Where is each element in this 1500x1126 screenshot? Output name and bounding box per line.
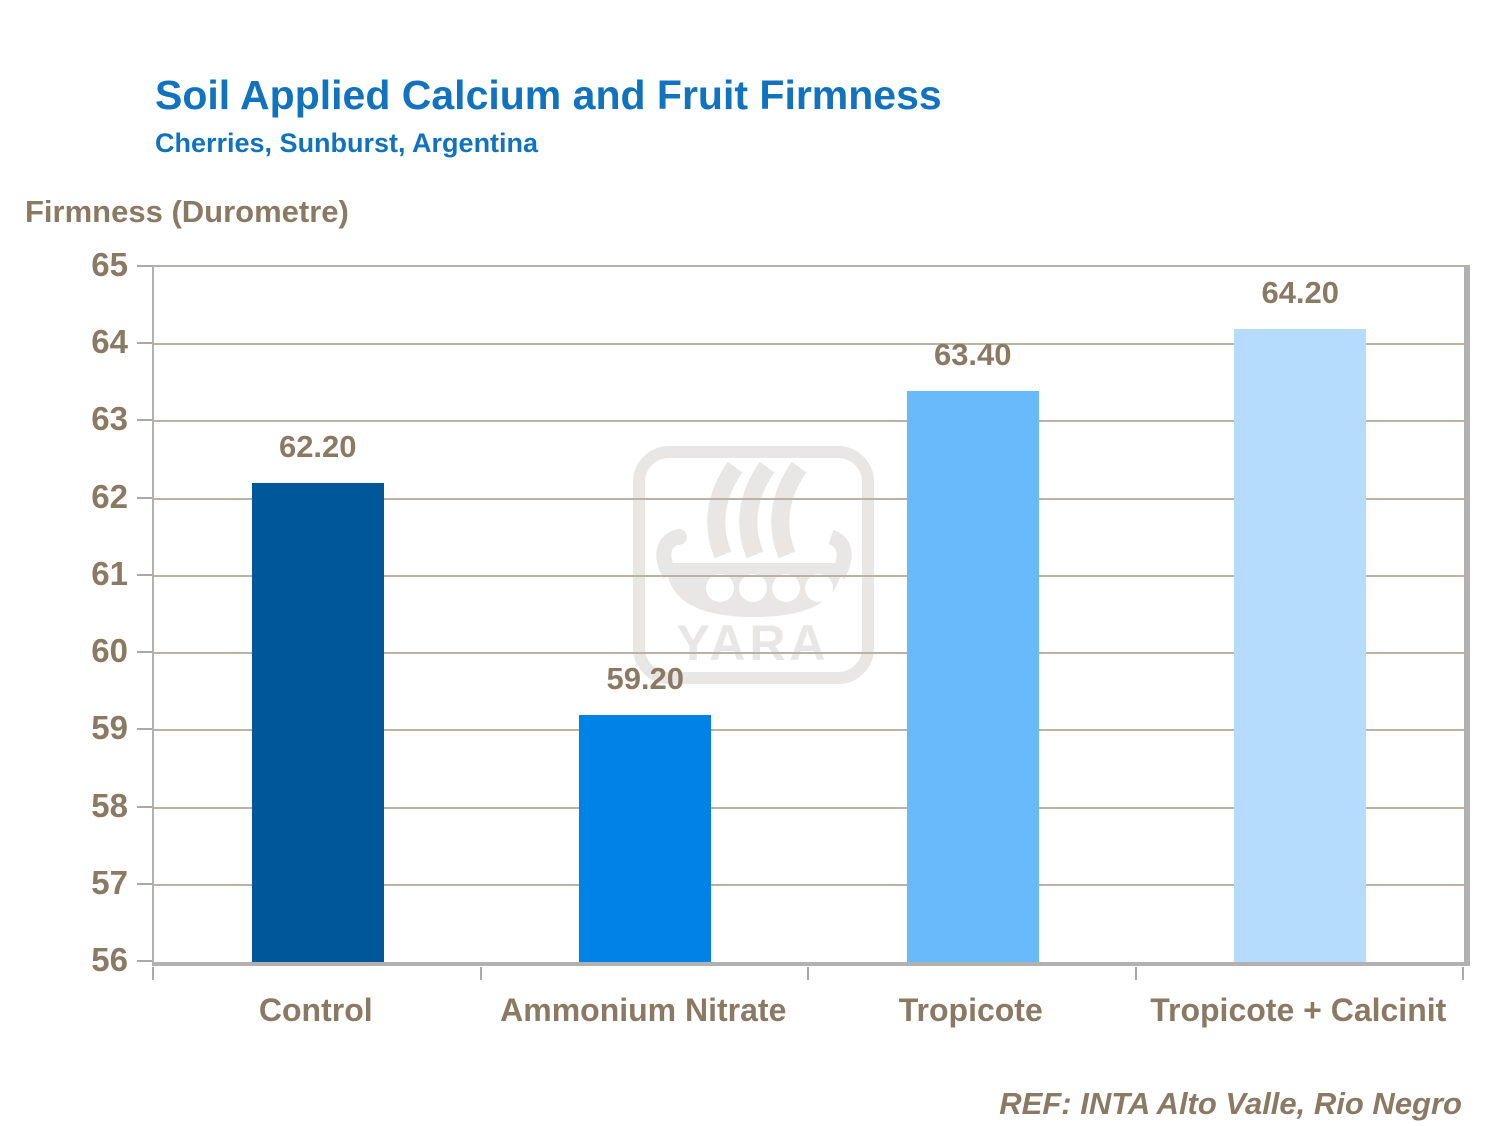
y-tick-mark-60 [137, 651, 152, 654]
yara-logo-watermark: YARA [633, 446, 874, 684]
y-tick-label-65: 65 [91, 246, 128, 283]
x-tick-mark-0 [152, 967, 154, 980]
bar-tropicote-calcinit [1234, 328, 1367, 962]
gridline-60 [154, 652, 1464, 655]
y-tick-label-59: 59 [91, 709, 128, 747]
y-tick-label-60: 60 [91, 632, 128, 670]
y-tick-label-62: 62 [91, 477, 128, 515]
x-tick-mark-3 [1134, 967, 1137, 980]
y-tick-mark-65 [137, 265, 152, 267]
category-label-control: Control [258, 992, 373, 1028]
y-axis-title: Firmness (Durometre) [25, 194, 349, 229]
chart-subtitle: Cherries, Sunburst, Argentina [155, 128, 539, 158]
gridline-61 [154, 574, 1464, 577]
gridline-59 [154, 729, 1464, 732]
gridline-57 [154, 883, 1464, 886]
y-tick-mark-59 [137, 728, 152, 731]
plot-area: YARA 62.20 59.20 63.40 64.20 [152, 265, 1470, 966]
bar-ammonium-nitrate [579, 714, 712, 962]
y-tick-mark-61 [137, 573, 152, 576]
category-label-ammonium-nitrate: Ammonium Nitrate [500, 992, 787, 1028]
x-tick-mark-4 [1462, 967, 1464, 980]
y-tick-label-61: 61 [91, 554, 128, 592]
gridline-63 [154, 420, 1464, 423]
value-label-ammonium-nitrate: 59.20 [606, 660, 685, 696]
x-tick-mark-2 [807, 967, 809, 980]
yara-wordmark: YARA [676, 615, 829, 671]
value-label-control: 62.20 [278, 429, 357, 465]
bar-control [251, 483, 384, 962]
y-tick-mark-62 [137, 496, 152, 499]
y-tick-mark-63 [137, 419, 152, 422]
category-label-tropicote-calcinit: Tropicote + Calcinit [1150, 992, 1447, 1028]
y-tick-mark-57 [137, 882, 152, 885]
reference-note: REF: INTA Alto Valle, Rio Negro [999, 1086, 1462, 1121]
x-tick-mark-1 [479, 967, 482, 980]
y-tick-label-56: 56 [91, 941, 128, 978]
bar-tropicote [906, 390, 1039, 962]
value-label-tropicote-calcinit: 64.20 [1261, 274, 1340, 310]
gridline-58 [154, 806, 1464, 809]
y-tick-label-64: 64 [91, 323, 128, 361]
y-tick-mark-64 [137, 342, 152, 345]
y-tick-label-58: 58 [91, 786, 128, 824]
y-tick-label-57: 57 [91, 863, 128, 901]
y-tick-label-63: 63 [91, 400, 128, 438]
gridline-62 [154, 497, 1464, 500]
value-label-tropicote: 63.40 [933, 336, 1012, 372]
y-tick-mark-58 [137, 805, 152, 808]
chart-title: Soil Applied Calcium and Fruit Firmness [155, 72, 942, 118]
category-label-tropicote: Tropicote [898, 992, 1043, 1028]
y-tick-mark-56 [137, 960, 152, 962]
gridline-64 [154, 343, 1464, 346]
